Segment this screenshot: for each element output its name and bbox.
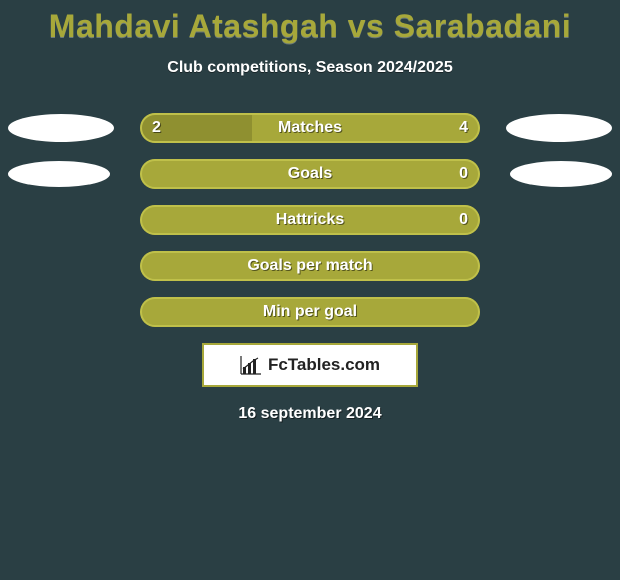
bar-border — [140, 205, 480, 235]
bar-row: Goals per match — [0, 251, 620, 281]
widget-container: Mahdavi Atashgah vs Sarabadani Club comp… — [0, 0, 620, 580]
source-badge[interactable]: FcTables.com — [202, 343, 418, 387]
comparison-chart: Matches24Goals0Hattricks0Goals per match… — [0, 113, 620, 327]
bar-track: Matches24 — [140, 113, 480, 143]
bar-border — [140, 297, 480, 327]
bar-value-right: 0 — [459, 165, 468, 183]
bar-value-right: 4 — [459, 119, 468, 137]
bar-track: Min per goal — [140, 297, 480, 327]
player-left-marker — [8, 114, 114, 142]
subtitle: Club competitions, Season 2024/2025 — [0, 59, 620, 77]
bar-track: Goals per match — [140, 251, 480, 281]
bar-chart-icon — [240, 355, 262, 375]
bar-label: Hattricks — [140, 211, 480, 229]
player-right-marker — [506, 114, 612, 142]
date-line: 16 september 2024 — [0, 405, 620, 423]
bar-track: Goals0 — [140, 159, 480, 189]
bar-row: Hattricks0 — [0, 205, 620, 235]
bar-label: Goals — [140, 165, 480, 183]
player-right-marker — [510, 161, 612, 187]
bar-border — [140, 251, 480, 281]
bar-track: Hattricks0 — [140, 205, 480, 235]
page-title: Mahdavi Atashgah vs Sarabadani — [0, 0, 620, 45]
bar-label: Min per goal — [140, 303, 480, 321]
bar-value-right: 0 — [459, 211, 468, 229]
bar-border — [140, 159, 480, 189]
bar-fill-left — [140, 113, 252, 143]
bar-row: Min per goal — [0, 297, 620, 327]
player-left-marker — [8, 161, 110, 187]
bar-label: Goals per match — [140, 257, 480, 275]
bar-row: Goals0 — [0, 159, 620, 189]
source-badge-text: FcTables.com — [268, 355, 380, 375]
bar-row: Matches24 — [0, 113, 620, 143]
